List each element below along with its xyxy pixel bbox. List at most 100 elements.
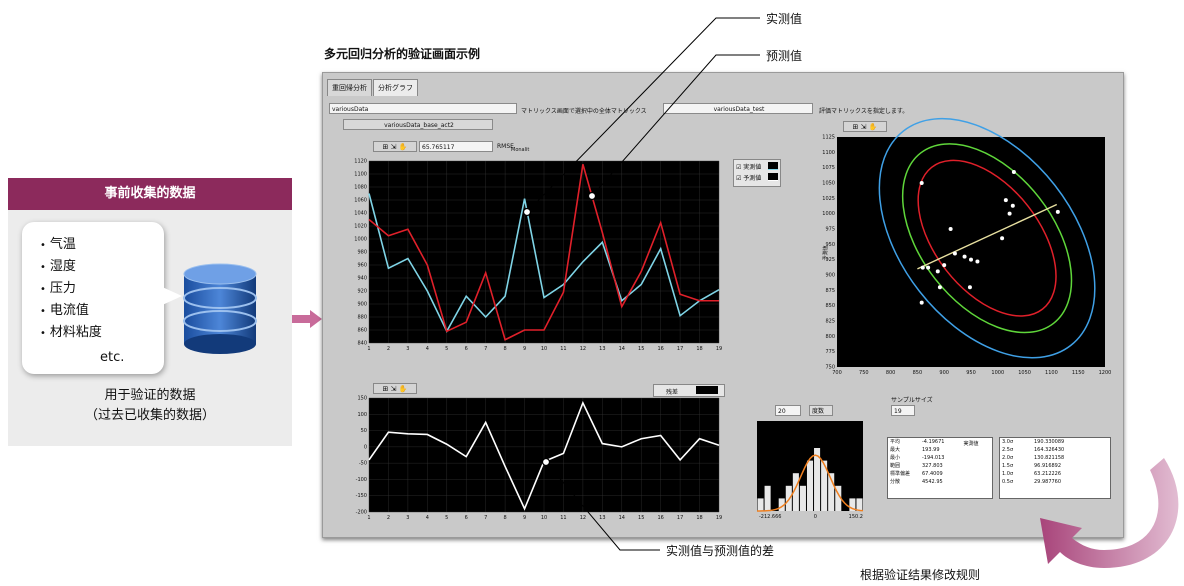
y-tick-label: -200 (356, 510, 367, 516)
x-tick-label: 1150 (1072, 370, 1085, 376)
hist-xmid: 0 (814, 514, 817, 520)
x-tick-label: 11 (560, 346, 566, 352)
histogram-bar (856, 498, 863, 511)
x-tick-label: 1200 (1099, 370, 1112, 376)
y-tick-label: 900 (825, 273, 835, 279)
stats-row: 2.5σ 164.326430 (1000, 446, 1110, 454)
x-tick-label: 700 (832, 370, 842, 376)
density-curve (756, 454, 864, 512)
x-tick-label: 900 (939, 370, 949, 376)
scatter-point (920, 265, 925, 270)
stats-key: 1.0σ (1002, 471, 1014, 477)
stats-key: 1.5σ (1002, 463, 1014, 469)
residual-toolbar[interactable]: ⊞ ⇲ ✋ (373, 383, 417, 394)
scatter-y-label: 予測値 (822, 245, 829, 260)
scatter-point (967, 285, 972, 290)
y-tick-label: 1060 (354, 198, 367, 204)
y-tick-label: 1100 (354, 172, 367, 178)
x-tick-label: 8 (504, 515, 507, 521)
sample-size-field: 19 (891, 405, 915, 416)
y-tick-label: 975 (825, 227, 835, 233)
x-tick-label: 16 (657, 515, 663, 521)
confidence-ellipse (917, 159, 1057, 317)
caption-line1: 用于验证的数据 (104, 388, 196, 403)
data-caption: 用于验证的数据 （过去已收集的数据） (8, 386, 292, 426)
bubble-tail (160, 286, 182, 306)
stats-value: 4542.95 (922, 479, 943, 485)
scatter-point (919, 181, 924, 185)
confidence-ellipse (901, 143, 1073, 334)
stats-key: 最大 (890, 447, 901, 453)
x-tick-label: 5 (445, 515, 448, 521)
x-tick-label: 9 (523, 515, 526, 521)
data-card-title: 事前收集的数据 (8, 178, 292, 210)
list-item: 材料粘度 (40, 322, 164, 344)
histogram-bar (778, 498, 785, 511)
scatter-toolbar[interactable]: ⊞ ⇲ ✋ (843, 121, 887, 132)
stats-row: 最小 -194.013 (888, 454, 992, 462)
x-tick-label: 11 (560, 515, 566, 521)
histogram-bar (849, 498, 856, 511)
list-item: 电流值 (40, 300, 164, 322)
x-tick-label: 13 (599, 346, 605, 352)
stats-key: 範囲 (890, 463, 901, 469)
stats-row: 範囲 327.803 (888, 462, 992, 470)
y-tick-label: 100 (357, 412, 367, 418)
dataset-field[interactable]: variousData (329, 103, 517, 114)
x-tick-label: 2 (387, 515, 390, 521)
matrix-field[interactable]: variousData_test (663, 103, 813, 114)
y-tick-label: 850 (825, 303, 835, 309)
x-tick-label: 7 (484, 515, 487, 521)
scatter-x-label: 実測値 (963, 440, 978, 447)
y-tick-label: 1075 (822, 165, 835, 171)
x-tick-label: 18 (696, 515, 702, 521)
legend-pred: 予測値 (743, 175, 762, 182)
x-tick-label: 18 (696, 346, 702, 352)
y-tick-label: 800 (825, 334, 835, 340)
scatter-point (942, 263, 947, 268)
histogram-bar (799, 485, 806, 511)
x-tick-label: 850 (913, 370, 923, 376)
charts-overlay: 8408608809009209409609801000102010401060… (354, 117, 1112, 521)
dataset-sub-field[interactable]: variousData_base_act2 (343, 119, 493, 130)
y-tick-label: 1025 (822, 196, 835, 202)
stats-row: 標準偏差 67.4009 (888, 470, 992, 478)
y-tick-label: 1050 (822, 181, 835, 187)
rmse-field[interactable]: 65.765117 (419, 141, 493, 152)
scatter-point (969, 257, 973, 262)
histogram-bar (757, 498, 764, 511)
x-tick-label: 1050 (1018, 370, 1031, 376)
y-tick-label: 960 (357, 263, 367, 269)
x-tick-label: 17 (677, 515, 683, 521)
stats-key: 最小 (890, 455, 901, 461)
chart-toolbar[interactable]: ⊞ ⇲ ✋ (373, 141, 417, 152)
tab-analysis-graph[interactable]: 分析グラフ (373, 79, 418, 96)
stats-row: 2.0σ 130.821158 (1000, 454, 1110, 462)
y-tick-label: 880 (357, 315, 367, 321)
x-tick-label: 16 (657, 346, 663, 352)
y-tick-label: 980 (357, 250, 367, 256)
y-tick-label: 950 (825, 242, 835, 248)
callout-actual: 实测值 (766, 12, 803, 26)
hist-count-field[interactable]: 20 (775, 405, 801, 416)
residual-legend-swatch (696, 386, 718, 394)
y-tick-label: 1120 (354, 159, 367, 165)
hist-mode-field[interactable]: 度数 (809, 405, 833, 416)
list-item: 湿度 (40, 256, 164, 278)
scatter-point (1011, 169, 1016, 174)
tab-regression[interactable]: 重回帰分析 (327, 79, 372, 96)
scatter-point (962, 254, 967, 259)
y-tick-label: 825 (825, 319, 835, 325)
fit-line (917, 203, 1058, 270)
stats-value: 29.987760 (1034, 479, 1062, 485)
histogram-bar (814, 448, 821, 511)
y-tick-label: 150 (357, 396, 367, 402)
caption-line2: （过去已收集的数据） (84, 408, 215, 423)
stats-value: -4.19671 (922, 439, 945, 445)
hist-xmax: 150.2 (849, 514, 863, 520)
data-card: 事前收集的数据 气温 湿度 压力 电流值 材料粘度 etc. 用于验证的数据 （… (8, 178, 292, 446)
scatter-point (1000, 236, 1005, 241)
legend-actual-row: ☑ 実測値 (736, 164, 762, 171)
scatter-point (926, 265, 931, 270)
matrix-hint: 評価マトリックスを指定します。 (819, 108, 909, 115)
